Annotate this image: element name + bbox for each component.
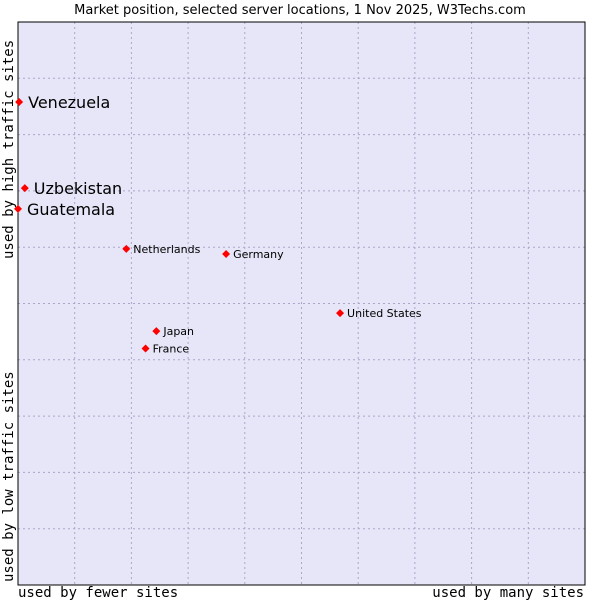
point-label: Netherlands [133,243,200,256]
y-axis-label-bottom: used by low traffic sites [1,371,17,582]
point-venezuela: Venezuela [15,93,110,112]
point-marker [222,249,231,258]
point-guatemala: Guatemala [14,200,115,219]
point-marker [152,327,161,336]
point-marker [15,97,24,106]
y-axis-label-top: used by high traffic sites [1,40,17,259]
point-france: France [141,343,190,356]
point-uzbekistan: Uzbekistan [20,179,122,198]
point-marker [141,344,150,353]
plot-border [17,21,586,586]
grid-lines [18,22,585,585]
point-marker [14,204,22,213]
x-axis-label-right: used by many sites [432,585,584,600]
point-marker [20,184,29,193]
point-label: France [153,343,190,356]
point-germany: Germany [222,248,284,261]
point-label: United States [347,307,422,320]
point-label: Venezuela [28,93,110,112]
point-marker [122,244,131,253]
x-axis-label-left: used by fewer sites [18,585,178,600]
point-japan: Japan [152,325,194,338]
point-marker [336,309,345,318]
point-label: Germany [233,248,284,261]
point-netherlands: Netherlands [122,243,201,256]
point-label: Guatemala [27,200,115,219]
chart-title: Market position, selected server locatio… [74,3,526,18]
point-label: Japan [162,325,194,338]
data-points: Venezuela Uzbekistan Guatemala Netherlands G… [14,93,422,356]
point-united-states: United States [336,307,422,320]
point-label: Uzbekistan [34,179,122,198]
